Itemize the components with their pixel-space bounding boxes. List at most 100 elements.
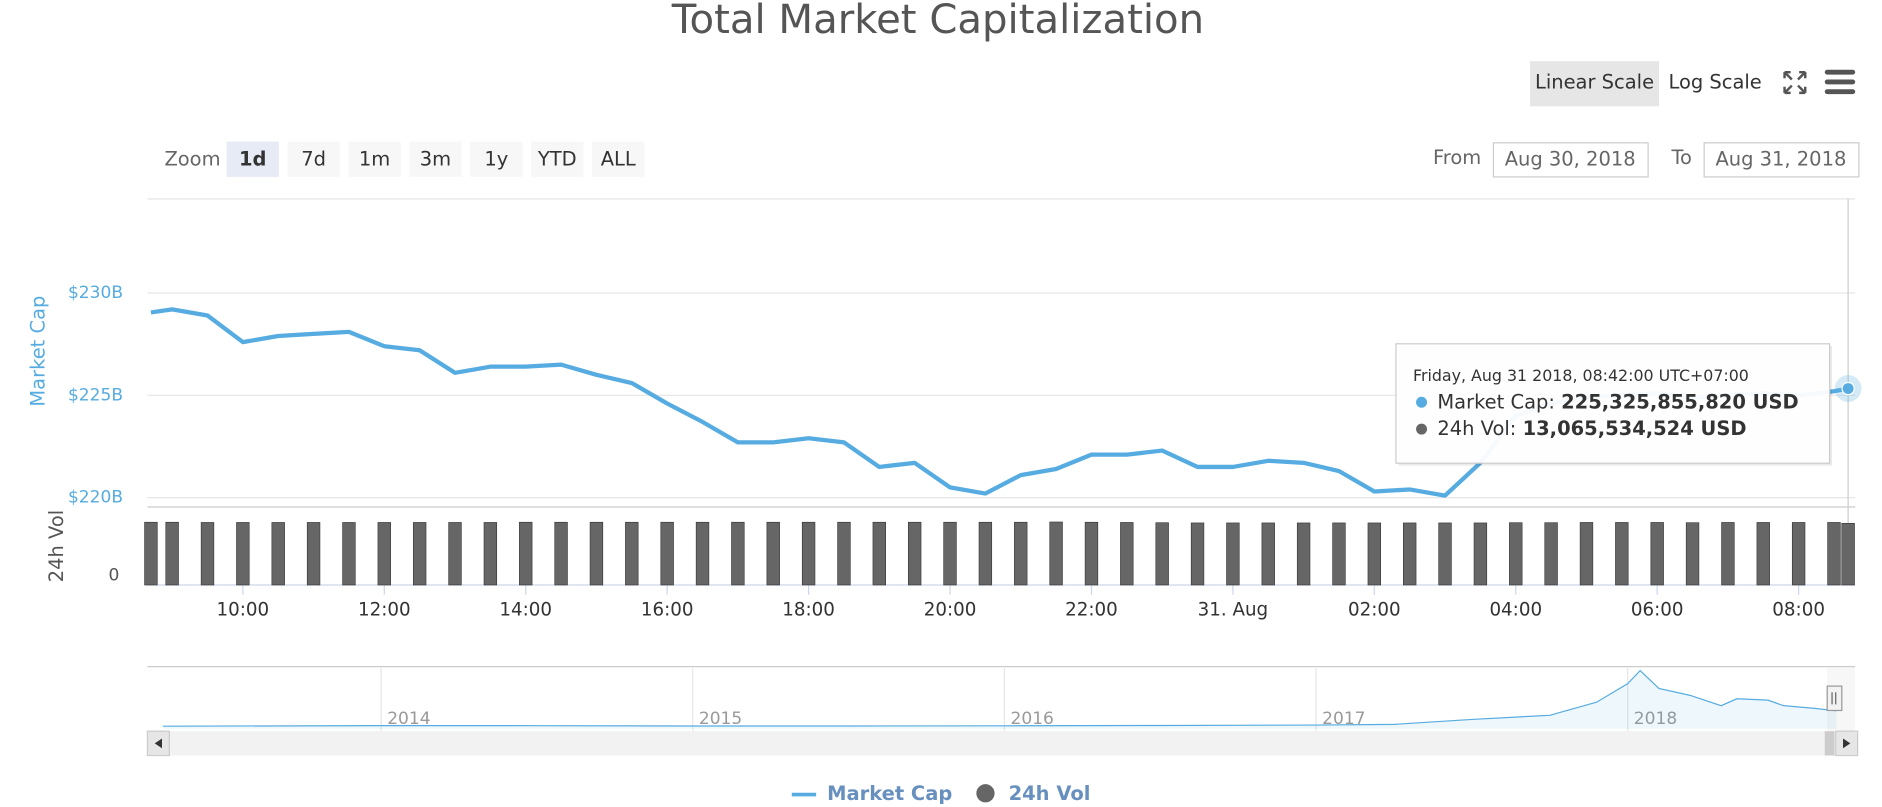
volume-bar — [1261, 522, 1275, 586]
volume-bar — [660, 521, 674, 586]
volume-bar — [1296, 522, 1311, 586]
to-label: To — [1670, 146, 1692, 169]
y-tick-label: $230B — [68, 283, 123, 303]
volume-bar — [731, 521, 745, 586]
navigator-tick-label: 2018 — [1634, 709, 1677, 729]
zoom-label: Zoom — [164, 147, 220, 170]
volume-bar — [483, 522, 498, 586]
plot-area: $220B $225B $230B 0 10:00 12:00 14:00 16:00 18:0… — [68, 198, 1862, 621]
volume-bar — [519, 521, 533, 586]
volume-bar — [1579, 522, 1594, 586]
y-axis-title: Market Cap — [26, 296, 49, 407]
y2-tick-label: 0 — [109, 565, 120, 585]
volume-bar — [306, 522, 321, 586]
linear-scale-label[interactable]: Linear Scale — [1535, 71, 1654, 94]
volume-bar — [200, 522, 215, 586]
scrollbar[interactable] — [147, 731, 1858, 756]
legend: Market Cap 24h Vol — [791, 782, 1091, 805]
x-tick-label: 12:00 — [358, 600, 411, 621]
volume-bar — [1190, 522, 1205, 586]
volume-bar — [1403, 522, 1417, 586]
to-input[interactable] — [1703, 142, 1860, 178]
navigator: 2014 2015 2016 2017 2018 — [146, 666, 1859, 757]
navigator-handle[interactable] — [1826, 685, 1843, 712]
y2-axis-title: 24h Vol — [45, 510, 68, 582]
volume-bar — [236, 522, 250, 586]
range-label[interactable]: 1m — [359, 147, 390, 170]
volume-bar — [837, 521, 851, 586]
tooltip-box — [1395, 343, 1831, 464]
x-tick-label: 06:00 — [1631, 600, 1684, 621]
tooltip-line: 24h Vol: 13,065,534,524 USD — [1437, 417, 1746, 440]
range-button[interactable] — [531, 141, 584, 177]
menu-icon[interactable] — [1824, 69, 1856, 95]
tooltip-value: 13,065,534,524 USD — [1523, 417, 1747, 440]
range-button[interactable] — [409, 141, 462, 177]
volume-bar — [1544, 522, 1558, 586]
volume-bar — [271, 522, 285, 586]
range-label[interactable]: 1d — [239, 147, 266, 170]
x-tick-label: 31. Aug — [1198, 600, 1269, 621]
navigator-tick-label: 2016 — [1011, 709, 1054, 729]
volume-bar — [1155, 522, 1169, 586]
legend-label[interactable]: 24h Vol — [1009, 782, 1091, 805]
x-tick-label: 16:00 — [641, 600, 694, 621]
x-tick-label: 08:00 — [1772, 600, 1825, 621]
tooltip-value: 225,325,855,820 USD — [1561, 390, 1799, 413]
range-button[interactable] — [470, 141, 523, 177]
volume-bar — [1615, 522, 1629, 586]
log-scale-label[interactable]: Log Scale — [1668, 71, 1761, 94]
linear-scale-button[interactable] — [1529, 61, 1660, 107]
volume-bar — [695, 521, 710, 586]
range-label[interactable]: 1y — [484, 147, 508, 170]
volume-bar — [342, 522, 356, 586]
legend-symbol[interactable] — [976, 784, 995, 803]
volume-bar — [448, 522, 462, 586]
fullscreen-icon[interactable] — [1783, 70, 1807, 95]
navigator-area — [162, 670, 1837, 729]
from-label: From — [1433, 146, 1481, 169]
volume-bar — [1438, 522, 1452, 586]
arrow-left — [154, 738, 163, 749]
volume-bar — [1721, 522, 1735, 586]
from-value[interactable]: Aug 30, 2018 — [1505, 147, 1636, 170]
x-tick-label: 20:00 — [924, 600, 977, 621]
range-label[interactable]: ALL — [601, 147, 636, 170]
handle-grip — [1831, 692, 1837, 705]
volume-bar — [1367, 522, 1381, 586]
scrollbar-thumb[interactable] — [1824, 731, 1835, 756]
range-buttons: 1d 7d 1m 3m 1y YTD ALL — [226, 141, 645, 177]
y-tick-label: $225B — [68, 385, 123, 405]
range-label[interactable]: 3m — [420, 147, 451, 170]
range-label[interactable]: YTD — [537, 147, 577, 170]
legend-label[interactable]: Market Cap — [827, 782, 952, 805]
tooltip-label: 24h Vol: — [1437, 417, 1516, 440]
volume-bar — [625, 521, 639, 586]
chart-title: Total Market Capitalization — [671, 0, 1204, 43]
volume-bar — [766, 521, 780, 586]
volume-bar — [1841, 523, 1855, 586]
to-value[interactable]: Aug 31, 2018 — [1715, 147, 1846, 170]
volume-bar — [1685, 522, 1700, 586]
volume-bar — [1049, 521, 1063, 586]
range-button[interactable] — [592, 141, 645, 177]
hover-point — [1841, 381, 1855, 396]
toolbar: Linear Scale Log Scale — [1529, 61, 1856, 107]
volume-bar — [872, 521, 886, 586]
range-button[interactable] — [287, 141, 340, 177]
tooltip-line: Market Cap: 225,325,855,820 USD — [1437, 390, 1798, 413]
range-label[interactable]: 7d — [301, 147, 326, 170]
volume-bar — [1827, 522, 1841, 586]
from-input[interactable] — [1492, 142, 1649, 178]
volume-bar — [943, 521, 957, 586]
navigator-line — [162, 669, 1837, 727]
tooltip-dot — [1416, 423, 1428, 435]
range-button[interactable] — [226, 141, 279, 177]
range-button[interactable] — [348, 141, 401, 177]
navigator-tick-label: 2015 — [699, 709, 742, 729]
tooltip-label: Market Cap: — [1437, 390, 1555, 413]
volume-bar — [908, 521, 922, 586]
volume-bar — [1084, 521, 1099, 586]
